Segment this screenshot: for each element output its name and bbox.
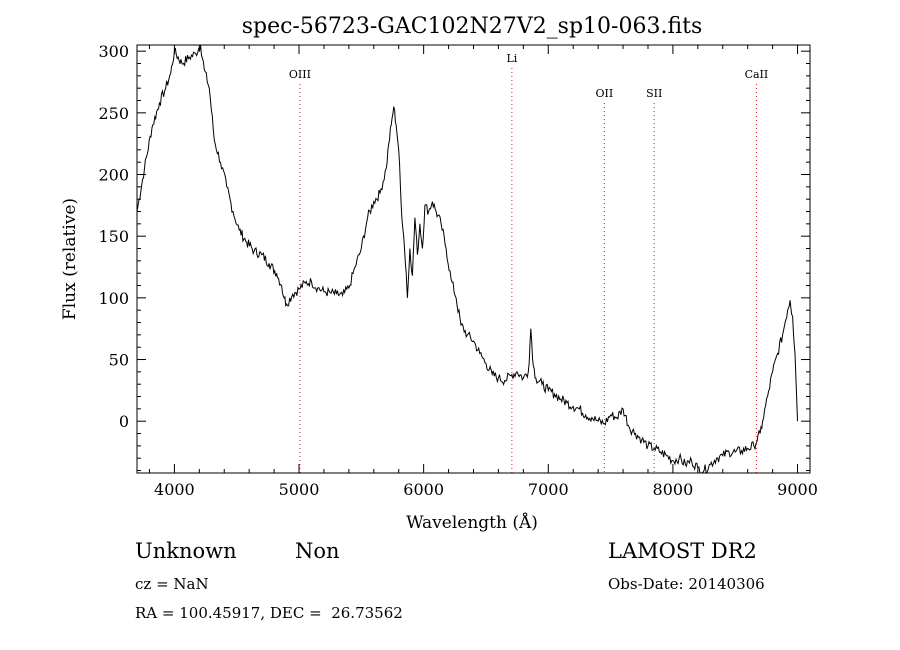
x-tick-label: 8000 [653, 480, 694, 499]
line-label-oii: OII [596, 87, 614, 100]
line-label-caii: CaII [745, 68, 769, 81]
x-tick-label: 6000 [403, 480, 444, 499]
y-axis: 0 50 100 150 200 250 300 [98, 42, 810, 472]
line-label-sii: SII [646, 87, 662, 100]
coordinates-text: RA = 100.45917, DEC = 26.73562 [135, 604, 403, 622]
redshift-text: cz = NaN [135, 575, 209, 593]
x-tick-label: 7000 [528, 480, 569, 499]
y-tick-label: 50 [109, 351, 129, 370]
subclass-label: Non [295, 539, 340, 563]
x-tick-label: 5000 [279, 480, 320, 499]
line-label-oiii: OIII [289, 68, 311, 81]
chart-title: spec-56723-GAC102N27V2_sp10-063.fits [242, 14, 703, 39]
plot-frame [136, 44, 811, 474]
class-label: Unknown [135, 539, 237, 563]
y-tick-label: 100 [98, 289, 129, 308]
y-tick-label: 0 [119, 412, 129, 431]
y-tick-label: 200 [98, 166, 129, 185]
line-markers: OIII Li OII SII CaII [289, 52, 768, 473]
y-tick-label: 250 [98, 104, 129, 123]
spectrum-line [136, 44, 798, 474]
y-tick-label: 150 [98, 227, 129, 246]
x-axis-label: Wavelength (Å) [406, 512, 538, 533]
obs-date-text: Obs-Date: 20140306 [608, 575, 765, 593]
y-tick-label: 300 [98, 42, 129, 61]
x-tick-label: 9000 [777, 480, 818, 499]
x-axis: 4000 5000 6000 7000 8000 9000 [148, 45, 818, 499]
series-group [136, 44, 798, 474]
x-tick-label: 4000 [154, 480, 195, 499]
line-label-li: Li [506, 52, 517, 65]
y-axis-label: Flux (relative) [60, 198, 80, 320]
survey-label: LAMOST DR2 [608, 539, 757, 563]
